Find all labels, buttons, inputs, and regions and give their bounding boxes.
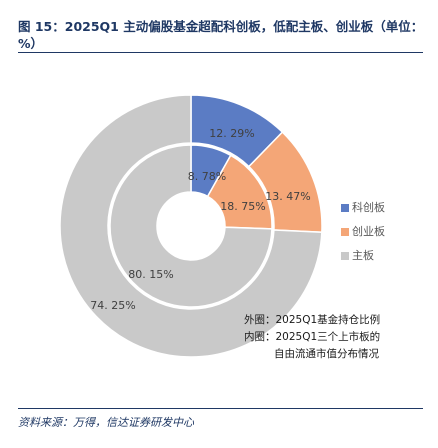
source-note: 资料来源：万得，信达证券研发中心 bbox=[18, 416, 194, 429]
legend-label-2: 主板 bbox=[352, 248, 374, 262]
footer-divider bbox=[18, 408, 423, 409]
outer-data-label-0: 12. 29% bbox=[209, 127, 254, 140]
inner-data-label-1: 18. 75% bbox=[220, 200, 265, 213]
title-divider bbox=[18, 52, 423, 53]
outer-data-label-1: 13. 47% bbox=[265, 190, 310, 203]
legend-swatch-0 bbox=[341, 204, 349, 212]
annotation-line-1: 内圈：2025Q1三个上市板的 bbox=[244, 330, 380, 343]
annotation-line-2: 自由流通市值分布情况 bbox=[274, 347, 379, 360]
inner-data-label-2: 80. 15% bbox=[128, 268, 173, 281]
legend-label-0: 科创板 bbox=[352, 200, 385, 214]
annotation-line-0: 外圈：2025Q1基金持仓比例 bbox=[244, 313, 380, 326]
outer-slice-2 bbox=[59, 94, 323, 358]
legend-swatch-2 bbox=[341, 252, 349, 260]
inner-data-label-0: 8. 78% bbox=[188, 170, 226, 183]
inner-slice-2 bbox=[109, 144, 273, 308]
figure-title: 图 15：2025Q1 主动偏股基金超配科创板，低配主板、创业板（单位：%） bbox=[18, 19, 424, 51]
chart-data-labels: 12. 29% 13. 47% 74. 25% 8. 78% 18. 75% 80. 15… bbox=[90, 127, 310, 312]
legend-label-1: 创业板 bbox=[352, 224, 385, 238]
outer-data-label-2: 74. 25% bbox=[90, 299, 135, 312]
legend-swatch-1 bbox=[341, 228, 349, 236]
chart-slices bbox=[59, 94, 323, 358]
